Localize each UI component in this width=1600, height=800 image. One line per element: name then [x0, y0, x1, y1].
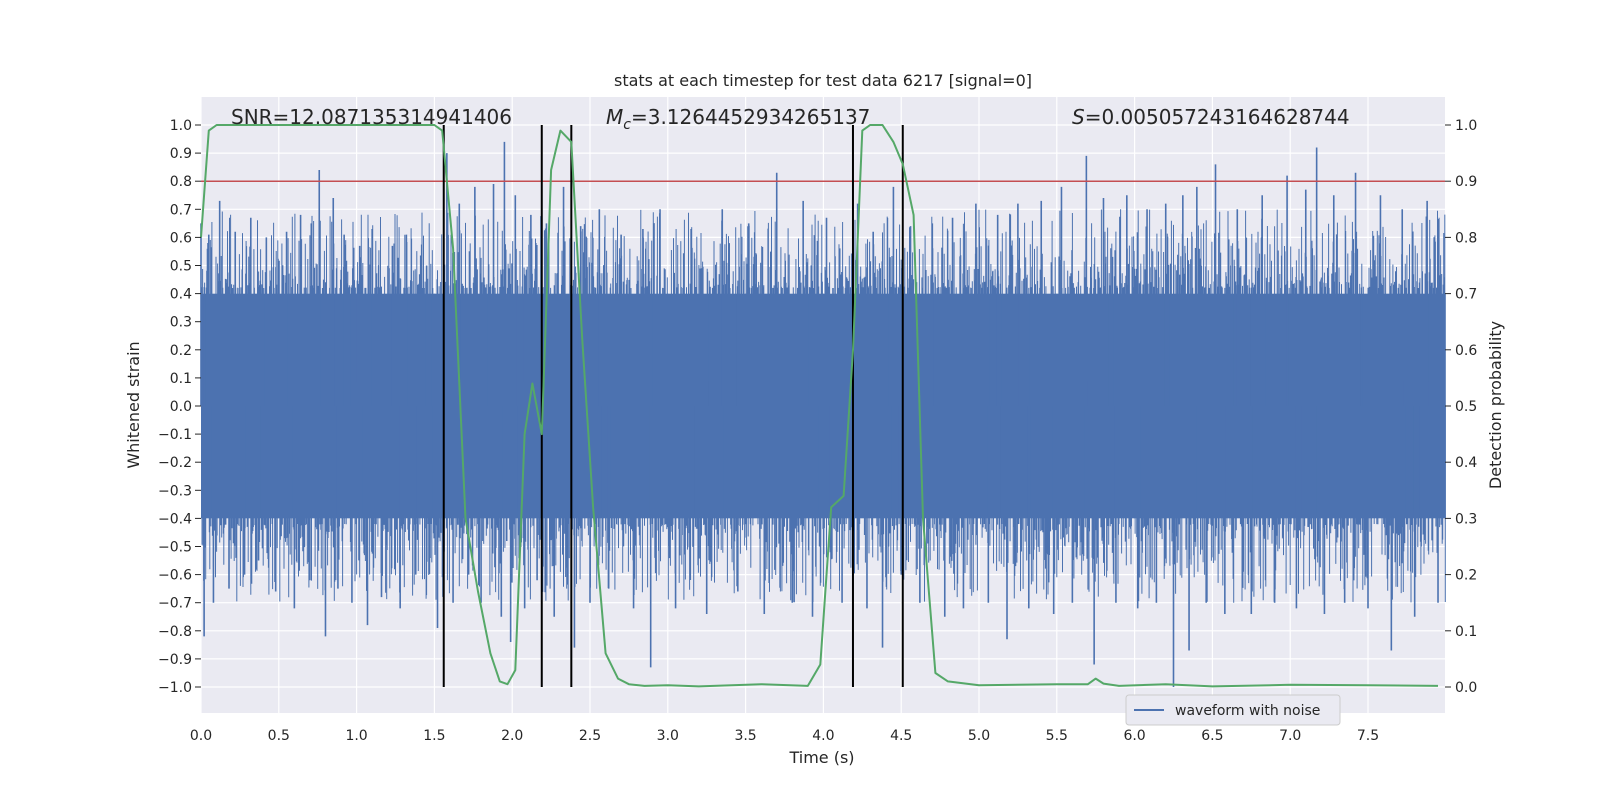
y2-tick-label: 0.7: [1455, 287, 1477, 303]
legend: waveform with noise: [1125, 694, 1341, 726]
chirp-mass-annotation: Mc=3.1264452934265137: [606, 105, 870, 133]
chart-title: stats at each timestep for test data 621…: [614, 71, 1032, 90]
y-tick-label: −0.6: [158, 568, 192, 584]
x-tick-label: 7.0: [1279, 728, 1301, 744]
y2-tick-label: 0.5: [1455, 399, 1477, 415]
snr-annotation: SNR=12.087135314941406: [231, 105, 512, 129]
y-tick-label: 0.5: [170, 259, 192, 275]
y-tick-label: −0.3: [158, 483, 192, 499]
plot-area: [200, 97, 1446, 713]
y-tick-label: −0.8: [158, 624, 192, 640]
y2-tick-label: 0.8: [1455, 230, 1477, 246]
s-symbol: S: [1072, 105, 1085, 129]
x-tick-label: 6.5: [1201, 728, 1223, 744]
y-tick-label: −0.2: [158, 455, 192, 471]
waveform-series: [200, 141, 1446, 687]
y2-tick-label: 0.3: [1455, 511, 1477, 527]
chirp-mass-value: =3.1264452934265137: [631, 105, 870, 129]
x-tick-label: 4.0: [812, 728, 834, 744]
x-tick-label: 2.5: [579, 728, 601, 744]
chirp-mass-symbol: M: [606, 105, 623, 129]
y2-axis-ticks: 0.0 0.1 0.2 0.3 0.4 0.5 0.6 0.7 0.8 0.9 1.0: [1445, 118, 1477, 696]
x-tick-label: 5.5: [1046, 728, 1068, 744]
chirp-mass-subscript: c: [623, 117, 631, 133]
legend-box: [1125, 694, 1341, 726]
x-tick-label: 1.5: [423, 728, 445, 744]
y-tick-label: −1.0: [158, 680, 192, 696]
x-tick-label: 4.5: [890, 728, 912, 744]
x-tick-label: 0.5: [268, 728, 290, 744]
s-value: =0.005057243164628744: [1085, 105, 1350, 129]
x-tick-label: 5.0: [968, 728, 990, 744]
s-annotation: S=0.005057243164628744: [1072, 105, 1350, 129]
y-tick-label: 0.6: [170, 230, 192, 246]
y-tick-label: −0.5: [158, 540, 192, 556]
legend-label: waveform with noise: [1175, 703, 1320, 719]
probability-series: [200, 124, 1439, 688]
y-tick-label: −0.1: [158, 427, 192, 443]
x-axis-label: Time (s): [788, 748, 854, 767]
x-tick-label: 7.5: [1357, 728, 1379, 744]
x-axis-ticks: 0.0 0.5 1.0 1.5 2.0 2.5 3.0 3.5 4.0 4.5 5.0 5.5 6.0 6…: [190, 728, 1379, 744]
y2-tick-label: 0.9: [1455, 174, 1477, 190]
y-tick-label: 0.2: [170, 343, 192, 359]
y-axis-label: Whitened strain: [124, 341, 143, 468]
vertical-markers: [442, 125, 904, 687]
y2-tick-label: 0.0: [1455, 680, 1477, 696]
y2-axis-label: Detection probability: [1486, 321, 1505, 489]
probability-line: [200, 124, 1439, 688]
y-tick-label: 0.9: [170, 146, 192, 162]
y-tick-label: 0.8: [170, 174, 192, 190]
y-tick-label: 0.0: [170, 399, 192, 415]
y2-tick-label: 0.6: [1455, 343, 1477, 359]
x-tick-label: 0.0: [190, 728, 212, 744]
x-tick-label: 2.0: [501, 728, 523, 744]
y2-tick-label: 0.1: [1455, 624, 1477, 640]
x-tick-label: 6.0: [1123, 728, 1145, 744]
y2-tick-label: 0.2: [1455, 568, 1477, 584]
x-tick-label: 3.0: [657, 728, 679, 744]
y-tick-label: −0.9: [158, 652, 192, 668]
y-tick-label: 0.7: [170, 202, 192, 218]
x-tick-label: 1.0: [345, 728, 367, 744]
y-tick-label: 0.4: [170, 287, 192, 303]
y-tick-label: 0.1: [170, 371, 192, 387]
x-tick-label: 3.5: [734, 728, 756, 744]
y-axis-ticks: −1.0 −0.9 −0.8 −0.7 −0.6 −0.5 −0.4 −0.3 −0.2 −0.1…: [158, 118, 201, 696]
y2-tick-label: 1.0: [1455, 118, 1477, 134]
y2-tick-label: 0.4: [1455, 455, 1477, 471]
y-tick-label: 0.3: [170, 315, 192, 331]
y-tick-label: 1.0: [170, 118, 192, 134]
y-tick-label: −0.7: [158, 596, 192, 612]
y-tick-label: −0.4: [158, 511, 192, 527]
